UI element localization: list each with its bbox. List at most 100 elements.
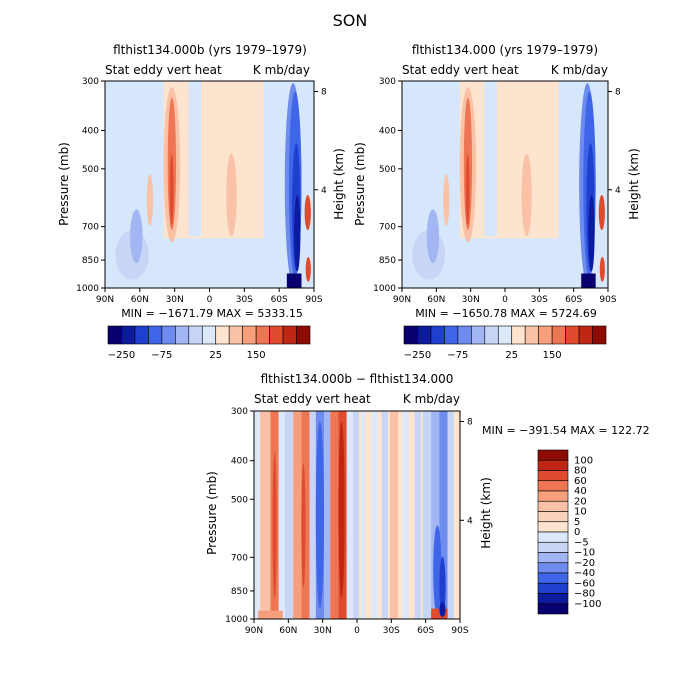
panel-a-y2label: Height (km) [332, 148, 346, 219]
y-tick-label: 500 [231, 495, 248, 505]
y-tick-label: 1000 [76, 284, 99, 294]
colorbar-box [134, 325, 149, 345]
x-tick-label: 60S [271, 295, 288, 305]
panel-c-title: flthist134.000b − flthist134.000 [261, 372, 454, 386]
x-tick-label: 0 [207, 295, 213, 305]
colorbar-box [537, 511, 569, 523]
colorbar-box [578, 325, 593, 345]
colorbar-box [551, 325, 566, 345]
colorbar-label: −60 [574, 578, 595, 589]
panel-c-y2label: Height (km) [479, 477, 493, 548]
colorbar-box [497, 325, 513, 345]
panel-c-left-subtitle: Stat eddy vert heat [254, 392, 371, 406]
colorbar-box [296, 325, 311, 345]
contour-region [169, 153, 174, 226]
colorbar-box [537, 449, 569, 461]
y-tick-label: 400 [82, 126, 99, 136]
y2-tick-label: 8 [615, 88, 621, 98]
contour-region [315, 421, 325, 609]
contour-region [301, 463, 306, 588]
colorbar-label: −10 [574, 548, 595, 559]
x-tick-label: 30N [166, 295, 184, 305]
colorbar-box [403, 325, 418, 345]
colorbar-label: 0 [574, 527, 580, 538]
y-tick-label: 1000 [225, 615, 248, 625]
y-tick-label: 700 [379, 223, 396, 233]
x-tick-label: 60S [565, 295, 582, 305]
colorbar-box [255, 325, 270, 345]
panel-a-title: flthist134.000b (yrs 1979–1979) [113, 43, 307, 57]
panel-a-axes: 90N 60N 30N 0 30S 60S 90S 300 400 500 700 850 1000 8 4 [76, 77, 327, 305]
colorbar-label: 60 [574, 476, 587, 487]
x-tick-label: 90S [451, 626, 468, 636]
colorbar-box [228, 325, 243, 345]
contour-region [439, 556, 446, 615]
x-tick-label: 90N [245, 626, 263, 636]
colorbar-label: −80 [574, 589, 595, 600]
contour-region [278, 411, 285, 619]
y2-tick-label: 8 [321, 88, 327, 98]
panel-a: flthist134.000b (yrs 1979–1979) Stat edd… [57, 43, 346, 361]
panel-c-axes: 90N 60N 30N 0 30S 60S 90S 300 400 500 700 850 1000 8 4 [225, 407, 473, 636]
contour-region [521, 153, 532, 237]
contour-region [588, 194, 595, 272]
colorbar-box [537, 562, 569, 574]
colorbar-box [537, 521, 569, 533]
x-tick-label: 0 [502, 295, 508, 305]
colorbar-label: −20 [574, 558, 595, 569]
colorbar-box [457, 325, 472, 345]
contour-region [284, 411, 294, 619]
y-tick-label: 700 [231, 553, 248, 563]
y2-tick-label: 4 [321, 186, 327, 196]
contour-region [258, 610, 283, 619]
colorbar-label: 100 [574, 455, 593, 466]
panel-a-right-subtitle: K mb/day [253, 63, 310, 77]
x-tick-label: 90S [599, 295, 616, 305]
panel-b-y2label: Height (km) [627, 148, 641, 219]
colorbar-label: 10 [574, 507, 587, 518]
contour-region [254, 411, 261, 619]
panel-b: flthist134.000 (yrs 1979–1979) Stat eddy… [353, 43, 641, 361]
panel-c-right-subtitle: K mb/day [403, 392, 460, 406]
colorbar-label: 40 [574, 486, 587, 497]
contour-region [433, 525, 442, 615]
contour-region [599, 256, 605, 282]
panel-a-field [105, 81, 314, 288]
y2-tick-label: 4 [467, 516, 473, 526]
colorbar-box [269, 325, 284, 345]
colorbar-label: −250 [404, 350, 431, 361]
contour-region [286, 273, 302, 288]
colorbar-box [215, 325, 230, 345]
colorbar-box [282, 325, 297, 345]
panel-b-left-subtitle: Stat eddy vert heat [402, 63, 519, 77]
colorbar-box [592, 325, 607, 345]
x-tick-label: 30S [236, 295, 253, 305]
colorbar-box [107, 325, 122, 345]
colorbar-box [537, 593, 569, 605]
panel-b-ylabel: Pressure (mb) [353, 142, 367, 226]
contour-region [431, 608, 448, 619]
y-tick-label: 300 [231, 407, 248, 417]
colorbar-box [565, 325, 580, 345]
contour-region [188, 81, 202, 237]
contour-region [447, 411, 454, 619]
contour-region [371, 411, 378, 619]
colorbar-label: −40 [574, 568, 595, 579]
colorbar-box [242, 325, 257, 345]
colorbar-box [121, 325, 136, 345]
colorbar-box [537, 490, 569, 502]
colorbar-label: −75 [447, 350, 468, 361]
contour-region [484, 81, 497, 237]
contour-region [294, 194, 301, 272]
y-tick-label: 1000 [373, 284, 396, 294]
figure-title: SON [333, 11, 368, 30]
colorbar-box [511, 325, 526, 345]
x-tick-label: 30N [462, 295, 480, 305]
panel-b-field [402, 81, 608, 288]
y-tick-label: 400 [231, 457, 248, 467]
y-tick-label: 850 [379, 256, 396, 266]
y-tick-label: 500 [379, 165, 396, 175]
colorbar-label: 20 [574, 496, 587, 507]
